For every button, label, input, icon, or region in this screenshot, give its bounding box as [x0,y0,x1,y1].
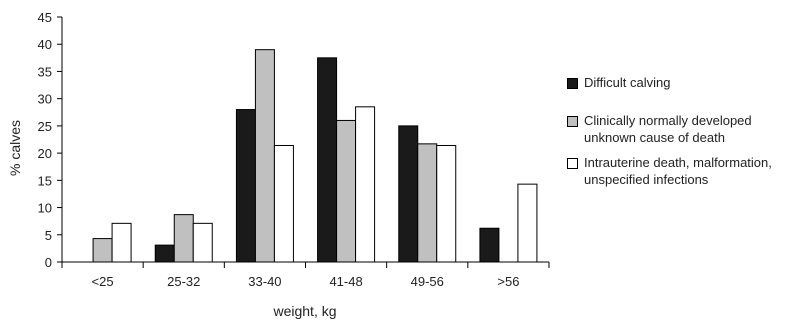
y-tick-label: 30 [38,92,52,107]
legend-item: Clinically normally developed unknown cau… [567,112,804,146]
legend-swatch [567,78,578,89]
bar [355,106,376,263]
legend-item: Intrauterine death, malformation, unspeci… [567,154,804,188]
bar [254,49,275,263]
bar [111,222,132,263]
bar [479,227,500,263]
y-tick-label: 10 [38,201,52,216]
legend: Difficult calving Clinically normally dev… [567,74,804,194]
bar [92,238,113,263]
bar [317,57,338,263]
y-tick-label: 45 [38,10,52,25]
x-tick-label: 41-48 [329,274,362,289]
bar [398,125,419,263]
y-tick-label: 5 [45,228,52,243]
legend-label: unknown cause of death [584,130,725,145]
y-tick-label: 15 [38,173,52,188]
legend-swatch [567,158,578,169]
y-tick-label: 35 [38,64,52,79]
bar [273,144,294,263]
legend-label: Intrauterine death, malformation, [584,155,772,170]
bar [173,214,194,263]
x-axis-label: weight, kg [272,303,336,319]
x-axis: <25 25-32 33-40 41-48 49-56 >56 [61,261,550,289]
x-tick-label: 49-56 [411,274,444,289]
bar [235,109,256,263]
bar [436,144,457,263]
x-tick-label: >56 [497,274,519,289]
y-tick-label: 20 [38,146,52,161]
y-axis-label: % calves [7,120,23,176]
x-tick-label: 33-40 [248,274,281,289]
y-axis: 0 5 10 15 20 25 30 35 40 45 [38,10,63,270]
legend-label: Difficult calving [584,75,671,90]
y-tick-label: 0 [45,255,52,270]
legend-item: Difficult calving [567,74,804,91]
bar [336,119,357,263]
y-tick-label: 40 [38,37,52,52]
legend-label: Clinically normally developed [584,113,752,128]
bar [154,244,175,263]
x-tick-label: <25 [92,274,114,289]
legend-label: unspecified infections [584,172,709,187]
y-tick-label: 25 [38,119,52,134]
bar [192,222,213,263]
bars [92,49,538,263]
bar [517,183,538,263]
bar [417,143,438,263]
legend-swatch [567,116,578,127]
x-tick-label: 25-32 [167,274,200,289]
